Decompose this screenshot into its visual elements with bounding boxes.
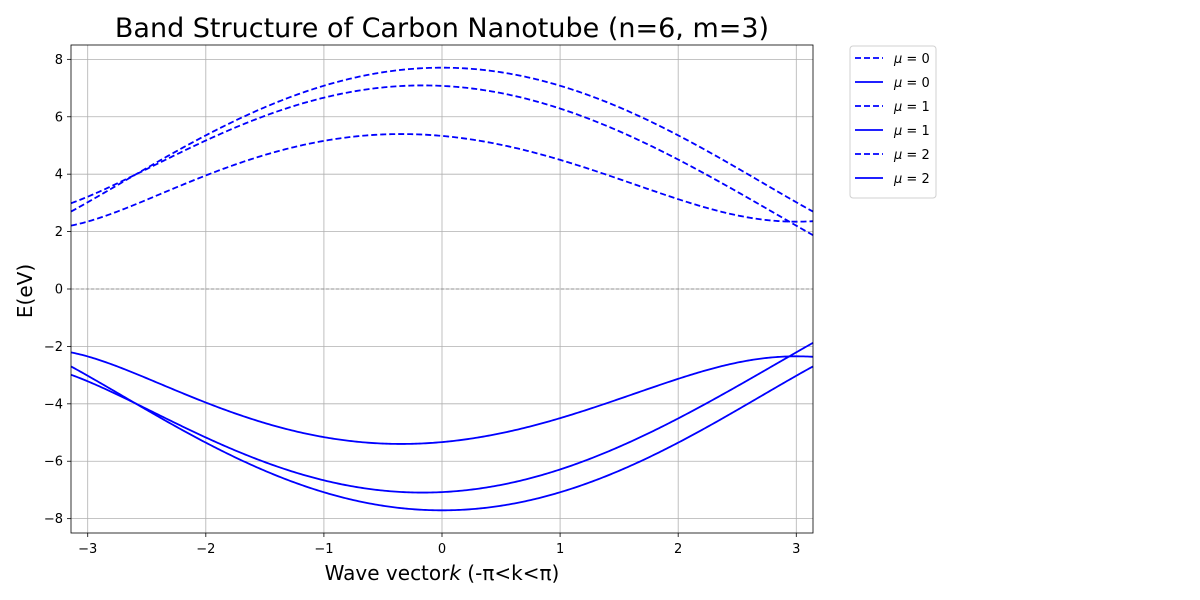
legend-mu-value-0: 0	[921, 52, 929, 67]
legend-mu-symbol-5: μ	[893, 172, 902, 187]
legend-mu-value-2: 1	[921, 100, 929, 115]
y-tick-label-0: −8	[44, 512, 63, 527]
legend-mu-symbol-3: μ	[893, 124, 902, 139]
band-conduction-mu-2	[70, 133, 814, 227]
y-tick-label-7: 6	[55, 110, 63, 125]
band-valence-mu-0	[70, 365, 814, 512]
x-axis-label-prefix: Wave vector	[325, 561, 450, 585]
legend-mu-value-1: 0	[921, 76, 929, 91]
y-axis-label: E(eV)	[13, 264, 37, 318]
legend-equals-3: =	[902, 124, 921, 139]
x-tick-label-3: 0	[438, 542, 446, 557]
x-axis-label: Wave vectork (-π<k<π)	[325, 561, 560, 585]
band-valence-mu-1	[70, 342, 814, 494]
x-axis-label-symbol: k	[449, 561, 462, 585]
y-tick-label-3: −2	[44, 340, 63, 355]
x-tick-label-1: −2	[196, 542, 215, 557]
legend-equals-5: =	[902, 172, 921, 187]
y-axis-ticks: −8 −6 −4 −2 0 2 4 6 8	[44, 53, 71, 527]
legend-label-0: μ = 0	[893, 52, 930, 67]
band-lines	[70, 66, 814, 512]
legend-equals-0: =	[902, 52, 921, 67]
legend-label-2: μ = 1	[893, 100, 930, 115]
y-tick-label-6: 4	[55, 168, 63, 183]
legend-equals-1: =	[902, 76, 921, 91]
legend-mu-value-4: 2	[921, 148, 929, 163]
legend-mu-symbol-0: μ	[893, 52, 902, 67]
x-axis-ticks: −3 −2 −1 0 1 2 3	[78, 533, 800, 557]
legend-label-5: μ = 2	[893, 172, 930, 187]
legend-equals-2: =	[902, 100, 921, 115]
x-tick-label-0: −3	[78, 542, 97, 557]
x-axis-label-suffix: (-π<k<π)	[461, 561, 559, 585]
x-tick-label-2: −1	[314, 542, 333, 557]
x-tick-label-4: 1	[556, 542, 564, 557]
legend-mu-symbol-4: μ	[893, 148, 902, 163]
y-tick-label-5: 2	[55, 225, 63, 240]
legend-mu-value-3: 1	[921, 124, 929, 139]
legend-label-1: μ = 0	[893, 76, 930, 91]
legend-label-3: μ = 1	[893, 124, 930, 139]
legend-mu-symbol-1: μ	[893, 76, 902, 91]
y-tick-label-2: −4	[44, 397, 63, 412]
legend-box	[849, 45, 937, 199]
band-valence-mu-2	[70, 351, 814, 445]
legend-mu-symbol-2: μ	[893, 100, 902, 115]
legend-label-4: μ = 2	[893, 148, 930, 163]
y-tick-label-1: −6	[44, 455, 63, 470]
x-tick-label-5: 2	[674, 542, 682, 557]
y-tick-label-8: 8	[55, 53, 63, 68]
y-tick-label-4: 0	[55, 283, 63, 298]
legend-mu-value-5: 2	[921, 172, 929, 187]
legend: μ = 0μ = 0μ = 1μ = 1μ = 2μ = 2	[849, 45, 937, 199]
x-tick-label-6: 3	[792, 542, 800, 557]
chart-title: Band Structure of Carbon Nanotube (n=6, …	[115, 13, 769, 44]
legend-equals-4: =	[902, 148, 921, 163]
band-conduction-mu-1	[70, 84, 814, 236]
